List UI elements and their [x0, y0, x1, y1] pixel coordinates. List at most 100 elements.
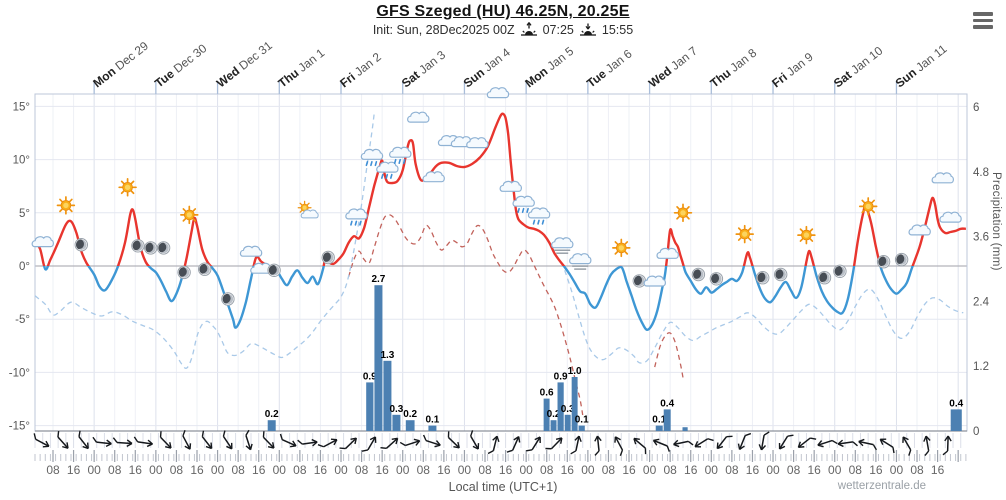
moon-icon — [177, 265, 191, 280]
moon-icon — [833, 264, 847, 278]
hour-tick-label: 16 — [129, 463, 143, 477]
menu-button[interactable] — [973, 12, 993, 29]
wind-barb — [652, 438, 670, 452]
day-label: Sun Jan 11 — [893, 41, 950, 90]
day-label: Mon Jan 5 — [522, 44, 576, 91]
wind-barb — [182, 430, 192, 450]
sunrise-icon — [520, 22, 537, 36]
wind-barb — [778, 434, 794, 450]
moon-icon — [131, 239, 145, 253]
wind-barb — [447, 431, 460, 449]
chart-title[interactable]: GFS Szeged (HU) 46.25N, 20.25E — [376, 3, 630, 20]
menu-bar — [973, 25, 993, 29]
hour-tick-label: 16 — [190, 463, 204, 477]
wind-barb — [594, 435, 602, 456]
wind-barb — [633, 437, 647, 455]
hour-tick-label: 16 — [561, 463, 575, 477]
hour-tick-label: 00 — [890, 463, 904, 477]
hour-tick-label: 00 — [87, 463, 101, 477]
hour-tick-label: 08 — [602, 463, 616, 477]
day-label: Tue Dec 30 — [152, 41, 210, 90]
day-label: Thu Jan 8 — [708, 45, 760, 90]
wind-barb — [201, 430, 213, 450]
cloud-icon — [466, 137, 489, 149]
rain-icon — [376, 161, 399, 179]
precip-bar-label: 0.3 — [561, 404, 575, 415]
cloud-icon — [239, 245, 263, 257]
wind-barb — [262, 431, 275, 449]
hour-tick-label: 00 — [334, 463, 348, 477]
svg-text:10°: 10° — [13, 155, 30, 167]
hour-tick-label: 00 — [273, 463, 287, 477]
wind-barb — [923, 435, 931, 457]
grid-layer — [35, 94, 967, 431]
day-label: Sat Jan 10 — [831, 43, 886, 90]
hour-tick-label: 08 — [540, 463, 554, 477]
cloud-icon — [643, 275, 666, 287]
wind-barb — [33, 433, 50, 448]
wind-barb — [279, 433, 297, 448]
hour-tick-label: 08 — [663, 463, 677, 477]
precip-bar-label: 0.2 — [547, 409, 561, 420]
weather-icon-layer — [31, 87, 962, 306]
x-axis-title: Local time (UTC+1) — [448, 480, 558, 494]
precip-bar-label: 1.0 — [568, 366, 582, 377]
cloud-icon — [908, 224, 931, 236]
precip-bar-label: 0.6 — [540, 388, 554, 399]
hour-tick-label: 16 — [437, 463, 451, 477]
wind-barb — [422, 434, 441, 448]
watermark: wetterzentrale.de — [837, 480, 926, 492]
temperature-line — [35, 112, 966, 332]
moon-icon — [691, 267, 706, 282]
svg-text:2.4: 2.4 — [973, 296, 990, 308]
hour-tick-label: 00 — [211, 463, 225, 477]
wind-barb — [78, 430, 89, 450]
fog-icon — [569, 253, 592, 270]
cloud-icon — [931, 172, 954, 184]
wind-barb-layer — [33, 429, 952, 457]
hour-tick-label: 08 — [725, 463, 739, 477]
menu-bar — [973, 12, 993, 16]
hour-tick-label: 08 — [293, 463, 307, 477]
precip-bar-label: 0.1 — [652, 415, 666, 426]
cloud-icon — [486, 87, 510, 99]
wind-barb — [57, 430, 69, 449]
precip-bar-label: 0.9 — [363, 371, 377, 382]
moon-icon — [221, 292, 235, 306]
init-label: Init: Sun, 28Dec2025 00Z — [372, 23, 515, 37]
hour-tick-label: 08 — [108, 463, 122, 477]
sunset-time: 15:55 — [601, 23, 634, 37]
precip-bar — [383, 360, 392, 431]
svg-text:5°: 5° — [19, 208, 30, 220]
precip-bar-label: 2.7 — [371, 274, 385, 285]
right-axis-title: Precipitation (mm) — [990, 172, 1002, 271]
hour-tick-label: 00 — [396, 463, 410, 477]
precip-bar — [655, 425, 663, 431]
sunrise-time: 07:25 — [542, 23, 574, 37]
sun-icon — [56, 196, 76, 215]
temp850-dashed-line — [348, 214, 684, 416]
cloud-icon — [499, 180, 522, 192]
hour-tick-label: 16 — [252, 463, 266, 477]
precip-bar-label: 0.2 — [403, 409, 417, 420]
wind-barb — [545, 437, 563, 450]
dewpoint-dashed-line — [34, 111, 964, 369]
hour-tick-label: 16 — [931, 463, 945, 477]
day-label: Fri Jan 2 — [337, 50, 384, 91]
precip-bar — [571, 377, 578, 431]
fog-icon — [551, 237, 574, 254]
wind-barb — [716, 435, 733, 450]
moon-icon — [894, 252, 909, 267]
moon-icon — [156, 241, 171, 255]
moon-icon — [756, 271, 770, 285]
rain-icon — [345, 208, 368, 226]
wind-barb — [487, 435, 500, 455]
sun-icon — [858, 197, 878, 216]
wind-barb — [694, 438, 714, 448]
hour-tick-label: 00 — [705, 463, 719, 477]
precip-bar-label: 1.3 — [380, 350, 394, 361]
cloud-icon — [422, 171, 445, 183]
precip-bar — [550, 420, 557, 431]
hour-tick-label: 00 — [643, 463, 657, 477]
